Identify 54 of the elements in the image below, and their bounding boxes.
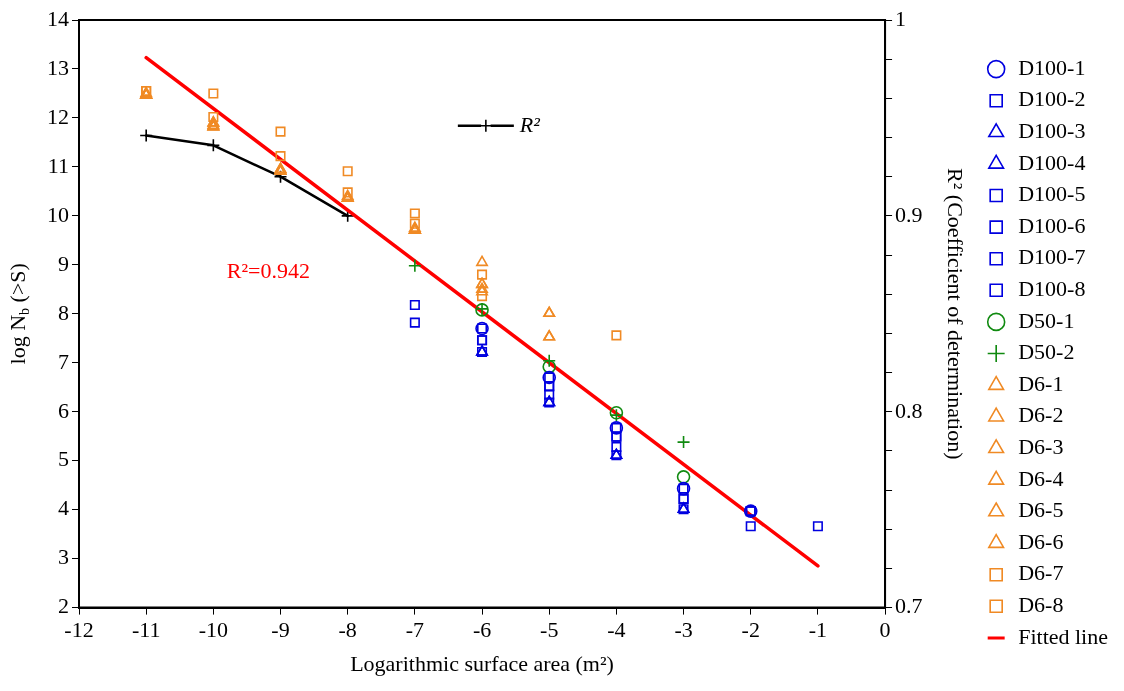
y-tick-label: 6 — [58, 397, 69, 423]
x-tick-label: -4 — [607, 616, 626, 642]
legend-label: D100-3 — [1018, 118, 1086, 144]
y-tick-label: 7 — [58, 348, 69, 374]
y2-tick-label: 0.9 — [895, 201, 923, 227]
x-tick-label: -9 — [271, 616, 290, 642]
y-tick-label: 4 — [58, 495, 69, 521]
y2-tick-label: 1 — [895, 5, 907, 31]
y-tick-label: 12 — [47, 103, 69, 129]
legend-label: D50-2 — [1018, 339, 1075, 365]
legend-label: D6-2 — [1018, 402, 1064, 428]
legend-label: Fitted line — [1018, 623, 1108, 649]
legend-label: D100-4 — [1018, 149, 1086, 175]
legend-label: D6-7 — [1018, 560, 1064, 586]
x-tick-label: -3 — [674, 616, 693, 642]
annotation: R²=0.942 — [226, 258, 311, 284]
y-tick-label: 14 — [47, 5, 69, 31]
x-tick-label: -2 — [741, 616, 760, 642]
x-tick-label: -12 — [64, 616, 94, 642]
legend-label: D100-1 — [1018, 54, 1086, 80]
legend-label: D100-7 — [1018, 244, 1086, 270]
y-tick-label: 10 — [47, 201, 69, 227]
legend-label: D100-5 — [1018, 181, 1086, 207]
y-tick-label: 5 — [58, 446, 69, 472]
legend-label: D6-1 — [1018, 370, 1064, 396]
legend-label: D6-3 — [1018, 434, 1064, 460]
x-tick-label: -5 — [540, 616, 559, 642]
legend-label: D6-4 — [1018, 465, 1064, 491]
y-tick-label: 8 — [58, 299, 69, 325]
y-axis-title: log Nb (>S) — [4, 263, 33, 365]
y2-axis-title: R² (Coefficient of determination) — [942, 168, 968, 460]
y2-tick-label: 0.8 — [895, 397, 923, 423]
y2-tick-label: 0.7 — [895, 593, 923, 619]
y-tick-label: 13 — [47, 54, 69, 80]
x-tick-label: -1 — [808, 616, 828, 642]
x-tick-label: -7 — [405, 616, 425, 642]
y-tick-label: 2 — [58, 593, 69, 619]
legend-label: D100-6 — [1018, 212, 1086, 238]
legend-label: D100-2 — [1018, 86, 1086, 112]
y-tick-label: 11 — [47, 152, 69, 178]
legend-label: D50-1 — [1018, 307, 1075, 333]
legend-label: D6-6 — [1018, 528, 1064, 554]
x-tick-label: -6 — [472, 616, 492, 642]
y-tick-label: 9 — [58, 250, 69, 276]
legend-label: D6-8 — [1018, 592, 1064, 618]
legend-label: D6-5 — [1018, 497, 1064, 523]
legend-label: R² — [518, 111, 541, 137]
x-tick-label: 0 — [879, 616, 891, 642]
x-tick-label: -8 — [338, 616, 357, 642]
x-axis-title: Logarithmic surface area (m²) — [350, 651, 614, 677]
y-tick-label: 3 — [58, 544, 69, 570]
legend-label: D100-8 — [1018, 276, 1086, 302]
x-tick-label: -10 — [198, 616, 229, 642]
x-tick-label: -11 — [131, 616, 161, 642]
